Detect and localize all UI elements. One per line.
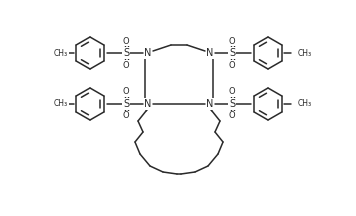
Text: O: O [229,111,235,121]
Text: O: O [229,60,235,70]
Text: N: N [144,99,152,109]
Text: S: S [229,99,235,109]
Text: O: O [123,60,129,70]
Text: S: S [123,99,129,109]
Text: N: N [144,48,152,58]
Text: O: O [229,37,235,46]
Text: O: O [123,111,129,121]
Text: O: O [123,37,129,46]
Text: CH₃: CH₃ [54,49,68,57]
Text: CH₃: CH₃ [298,49,312,57]
Text: CH₃: CH₃ [298,100,312,108]
Text: N: N [206,48,214,58]
Text: S: S [123,48,129,58]
Text: N: N [206,99,214,109]
Text: CH₃: CH₃ [54,100,68,108]
Text: O: O [229,87,235,97]
Text: S: S [229,48,235,58]
Text: O: O [123,87,129,97]
